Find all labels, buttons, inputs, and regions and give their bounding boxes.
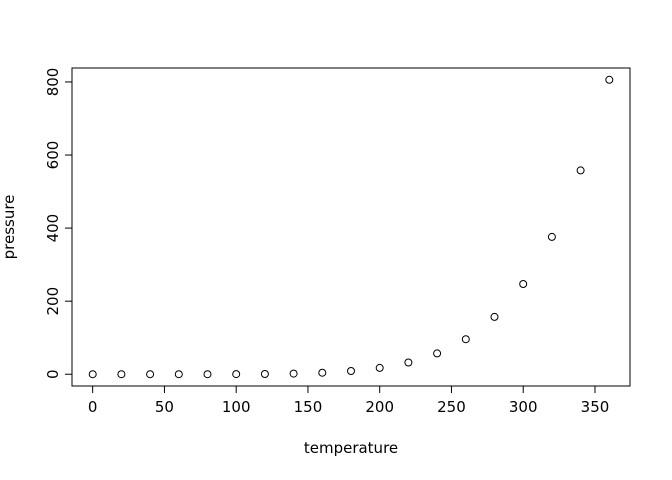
- data-point: [146, 370, 155, 379]
- data-point: [260, 370, 269, 378]
- x-tick-label: 50: [155, 398, 174, 416]
- x-tick-label: 150: [294, 398, 323, 416]
- data-point: [461, 335, 470, 344]
- data-point: [547, 232, 556, 241]
- data-point: [318, 368, 327, 377]
- data-point: [289, 369, 298, 378]
- data-point: [117, 370, 126, 379]
- data-point: [88, 370, 97, 379]
- data-point: [174, 370, 183, 379]
- data-point: [232, 370, 241, 379]
- x-tick-label: 300: [509, 398, 538, 416]
- data-point: [490, 312, 499, 321]
- plot-frame: [71, 67, 631, 387]
- data-point: [375, 363, 384, 372]
- data-point: [203, 370, 212, 379]
- y-tick-label: 600: [44, 141, 62, 170]
- x-tick-label: 250: [437, 398, 466, 416]
- y-axis-label: pressure: [0, 195, 18, 260]
- x-tick-label: 350: [581, 398, 610, 416]
- y-tick-label: 0: [44, 369, 62, 379]
- data-point: [576, 166, 585, 175]
- x-tick-label: 200: [365, 398, 394, 416]
- data-point: [347, 367, 355, 375]
- data-point: [605, 75, 614, 84]
- x-tick-label: 0: [88, 398, 98, 416]
- data-point: [433, 349, 442, 358]
- plot-layer: 0 50 100 150 200 250 300 350 0 200 400 600 800: [44, 67, 631, 416]
- data-point: [404, 358, 413, 367]
- data-point: [519, 280, 528, 288]
- y-tick-label: 800: [44, 68, 62, 97]
- y-tick-label: 200: [44, 287, 62, 316]
- x-tick-label: 100: [222, 398, 251, 416]
- x-axis-label: temperature: [304, 439, 398, 457]
- y-tick-label: 400: [44, 214, 62, 243]
